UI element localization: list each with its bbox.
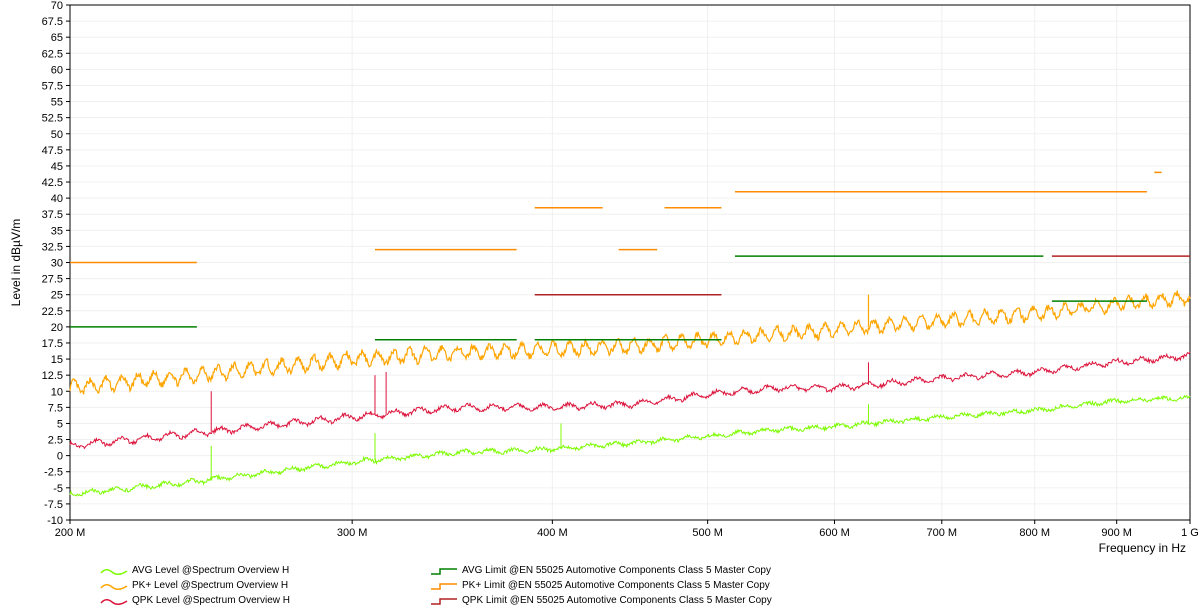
legend-label: AVG Level @Spectrum Overview H bbox=[132, 565, 289, 576]
svg-text:35: 35 bbox=[51, 225, 63, 237]
svg-text:500 M: 500 M bbox=[692, 527, 723, 539]
svg-text:45: 45 bbox=[51, 161, 63, 173]
svg-text:1 G: 1 G bbox=[1181, 527, 1199, 539]
svg-text:62.5: 62.5 bbox=[42, 48, 63, 60]
legend-column-1: AVG Level @Spectrum Overview H PK+ Level … bbox=[100, 564, 290, 609]
legend-label: PK+ Limit @EN 55025 Automotive Component… bbox=[462, 580, 770, 591]
svg-text:42.5: 42.5 bbox=[42, 177, 63, 189]
legend-item: QPK Limit @EN 55025 Automotive Component… bbox=[430, 594, 772, 607]
emc-spectrum-chart: -10-7.5-5-2.502.557.51012.51517.52022.52… bbox=[0, 0, 1200, 611]
svg-text:300 M: 300 M bbox=[337, 527, 368, 539]
svg-text:52.5: 52.5 bbox=[42, 113, 63, 125]
svg-text:700 M: 700 M bbox=[927, 527, 958, 539]
svg-text:22.5: 22.5 bbox=[42, 306, 63, 318]
legend-label: AVG Limit @EN 55025 Automotive Component… bbox=[462, 565, 771, 576]
svg-text:-5: -5 bbox=[53, 483, 63, 495]
svg-text:55: 55 bbox=[51, 97, 63, 109]
svg-text:32.5: 32.5 bbox=[42, 241, 63, 253]
legend-swatch-icon bbox=[100, 565, 128, 577]
legend-item: PK+ Limit @EN 55025 Automotive Component… bbox=[430, 579, 772, 592]
chart-svg: -10-7.5-5-2.502.557.51012.51517.52022.52… bbox=[0, 0, 1200, 611]
svg-text:15: 15 bbox=[51, 354, 63, 366]
legend-label: QPK Level @Spectrum Overview H bbox=[132, 595, 290, 606]
svg-text:57.5: 57.5 bbox=[42, 80, 63, 92]
legend-item: AVG Level @Spectrum Overview H bbox=[100, 564, 290, 577]
svg-text:10: 10 bbox=[51, 386, 63, 398]
svg-text:12.5: 12.5 bbox=[42, 370, 63, 382]
svg-text:47.5: 47.5 bbox=[42, 145, 63, 157]
svg-text:400 M: 400 M bbox=[537, 527, 568, 539]
svg-text:800 M: 800 M bbox=[1019, 527, 1050, 539]
svg-text:Level in dBµV/m: Level in dBµV/m bbox=[9, 219, 23, 307]
svg-text:50: 50 bbox=[51, 129, 63, 141]
svg-text:20: 20 bbox=[51, 322, 63, 334]
svg-text:2.5: 2.5 bbox=[48, 435, 63, 447]
svg-text:40: 40 bbox=[51, 193, 63, 205]
svg-text:65: 65 bbox=[51, 32, 63, 44]
svg-text:Frequency in Hz: Frequency in Hz bbox=[1099, 541, 1186, 555]
legend-swatch-icon bbox=[430, 595, 458, 607]
legend-column-2: AVG Limit @EN 55025 Automotive Component… bbox=[430, 564, 772, 609]
legend-label: PK+ Level @Spectrum Overview H bbox=[132, 580, 288, 591]
svg-text:70: 70 bbox=[51, 0, 63, 12]
svg-text:0: 0 bbox=[57, 451, 63, 463]
svg-text:7.5: 7.5 bbox=[48, 402, 63, 414]
svg-text:900 M: 900 M bbox=[1101, 527, 1132, 539]
legend-label: QPK Limit @EN 55025 Automotive Component… bbox=[462, 595, 772, 606]
svg-text:600 M: 600 M bbox=[819, 527, 850, 539]
svg-text:67.5: 67.5 bbox=[42, 16, 63, 28]
svg-text:-10: -10 bbox=[47, 515, 63, 527]
svg-text:200 M: 200 M bbox=[55, 527, 86, 539]
svg-text:17.5: 17.5 bbox=[42, 338, 63, 350]
svg-text:37.5: 37.5 bbox=[42, 209, 63, 221]
legend-item: QPK Level @Spectrum Overview H bbox=[100, 594, 290, 607]
svg-text:-2.5: -2.5 bbox=[44, 467, 63, 479]
svg-text:-7.5: -7.5 bbox=[44, 499, 63, 511]
svg-text:25: 25 bbox=[51, 290, 63, 302]
svg-text:5: 5 bbox=[57, 418, 63, 430]
svg-text:60: 60 bbox=[51, 64, 63, 76]
svg-text:27.5: 27.5 bbox=[42, 274, 63, 286]
legend-swatch-icon bbox=[430, 565, 458, 577]
legend-swatch-icon bbox=[100, 580, 128, 592]
legend-swatch-icon bbox=[430, 580, 458, 592]
legend-item: AVG Limit @EN 55025 Automotive Component… bbox=[430, 564, 772, 577]
svg-text:30: 30 bbox=[51, 258, 63, 270]
legend-item: PK+ Level @Spectrum Overview H bbox=[100, 579, 290, 592]
legend-swatch-icon bbox=[100, 595, 128, 607]
